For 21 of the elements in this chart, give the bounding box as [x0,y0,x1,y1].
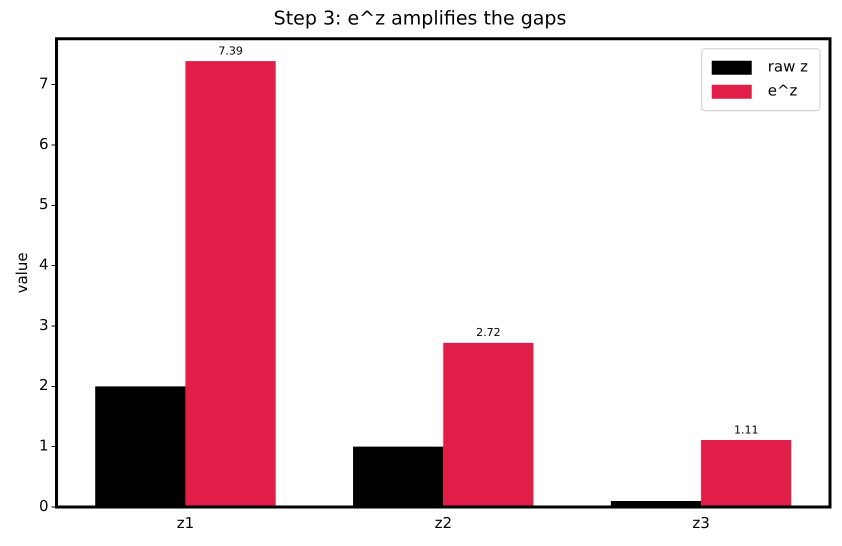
legend-label: raw z [768,58,808,76]
y-tick-label: 3 [38,316,49,334]
data-label: 1.11 [734,423,758,436]
bar [701,440,792,506]
bar [185,61,276,506]
y-tick-label: 0 [38,496,49,515]
y-tick-label: 1 [38,436,49,455]
chart-title: Step 3: e^z amplifies the gaps [274,7,566,30]
y-tick-label: 6 [38,134,49,153]
data-label: 7.39 [218,44,243,58]
data-label: 2.72 [476,326,501,340]
legend-label: e^z [768,82,798,100]
y-axis-title: value [12,252,31,294]
x-tick-label: z1 [176,514,194,532]
y-tick-label: 7 [38,74,49,93]
x-tick-label: z3 [692,514,710,532]
x-tick-label: z2 [434,514,452,532]
y-tick-label: 2 [38,376,49,394]
y-tick-label: 4 [38,256,49,274]
y-tick-label: 5 [38,195,49,214]
bar [443,342,534,506]
